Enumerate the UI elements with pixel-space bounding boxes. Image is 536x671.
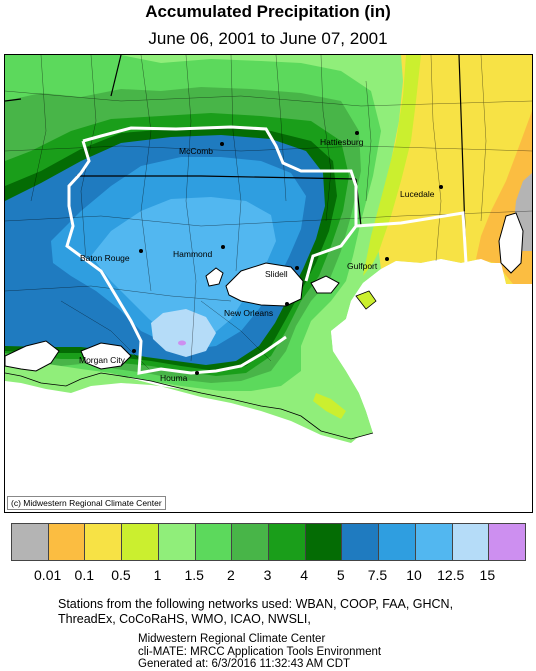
legend-swatch xyxy=(232,524,270,560)
city-label-lucedale: Lucedale xyxy=(400,189,435,199)
legend-swatch xyxy=(12,524,49,560)
legend-swatch xyxy=(158,524,196,560)
lime-zone xyxy=(363,55,421,276)
legend-swatch xyxy=(48,524,86,560)
legend-label: 12.5 xyxy=(437,567,465,583)
lake-pontchartrain xyxy=(225,262,304,307)
legend-label: 10 xyxy=(406,567,422,583)
coast-yellow xyxy=(313,393,346,419)
legend-label: 15 xyxy=(479,567,496,583)
lake-maurepas xyxy=(205,267,224,287)
legend-label: 0.1 xyxy=(74,567,95,583)
legend-label: 0.5 xyxy=(111,567,131,583)
city-label-new-orleans: New Orleans xyxy=(224,308,274,318)
legend-swatch xyxy=(379,524,416,560)
legend-label: 3 xyxy=(263,567,272,583)
footer-generator: Midwestern Regional Climate Center cli-M… xyxy=(138,633,381,671)
color-legend xyxy=(11,523,526,561)
city-dots xyxy=(132,131,443,375)
footer-line: Generated at: 6/3/2016 11:32:43 AM CDT xyxy=(138,658,351,670)
legend-label: 2 xyxy=(226,567,235,583)
legend-label: 5 xyxy=(336,567,345,583)
legend-label: 1 xyxy=(153,567,162,583)
coast-green xyxy=(5,361,363,443)
lake-borgne xyxy=(310,275,340,294)
footer-line: cli-MATE: MRCC Application Tools Environ… xyxy=(138,645,382,658)
footer-line: ThreadEx, CoCoRaHS, WMO, ICAO, NWSLI, xyxy=(58,612,311,626)
gulf-water xyxy=(5,259,532,512)
mobile-bay xyxy=(498,212,524,274)
county-lines xyxy=(5,55,532,372)
legend-label: 1.5 xyxy=(184,567,204,583)
precipitation-map[interactable]: McComb Hattiesburg Lucedale Baton Rouge … xyxy=(4,54,533,513)
footer-networks: Stations from the following networks use… xyxy=(58,597,453,627)
legend-swatch xyxy=(195,524,233,560)
legend-label: 0.01 xyxy=(34,567,62,583)
map-credit: (c) Midwestern Regional Climate Center xyxy=(7,496,166,510)
bay-grand xyxy=(80,342,132,370)
blue-15-zone xyxy=(151,309,216,357)
legend-swatch xyxy=(122,524,159,560)
legend-label: 7.5 xyxy=(367,567,388,583)
footer-line: Stations from the following networks use… xyxy=(58,597,454,611)
legend-swatch xyxy=(85,524,123,560)
legend-swatch xyxy=(305,524,343,560)
date-range-subtitle: June 06, 2001 to June 07, 2001 xyxy=(148,29,388,48)
city-label-gulfport: Gulfport xyxy=(347,261,378,271)
legend-swatch xyxy=(415,524,453,560)
city-label-baton-rouge: Baton Rouge xyxy=(80,253,130,263)
footer-line: Midwestern Regional Climate Center xyxy=(138,633,326,645)
chandeleur-island xyxy=(355,290,377,310)
legend-swatch xyxy=(269,524,306,560)
city-label-hattiesburg: Hattiesburg xyxy=(320,137,364,147)
legend-label: 4 xyxy=(300,567,309,583)
blue-12-zone xyxy=(91,197,276,341)
city-label-slidell: Slidell xyxy=(265,269,288,279)
max-zone xyxy=(178,340,186,346)
legend-swatch xyxy=(342,524,380,560)
bay-west xyxy=(5,340,60,372)
legend-swatch xyxy=(452,524,490,560)
map-title: Accumulated Precipitation (in) xyxy=(145,2,391,21)
city-label-houma: Houma xyxy=(160,373,188,383)
legend-swatch xyxy=(489,524,526,560)
legend-labels: 0.01 0.1 0.5 1 1.5 2 3 4 5 7.5 10 12.5 15 xyxy=(11,567,524,585)
map-canvas xyxy=(5,55,532,512)
city-label-morgan-city: Morgan City xyxy=(79,355,125,365)
region-outline xyxy=(65,125,468,375)
coastline xyxy=(5,372,374,440)
city-label-mccomb: McComb xyxy=(179,146,214,156)
city-label-hammond: Hammond xyxy=(173,249,213,259)
